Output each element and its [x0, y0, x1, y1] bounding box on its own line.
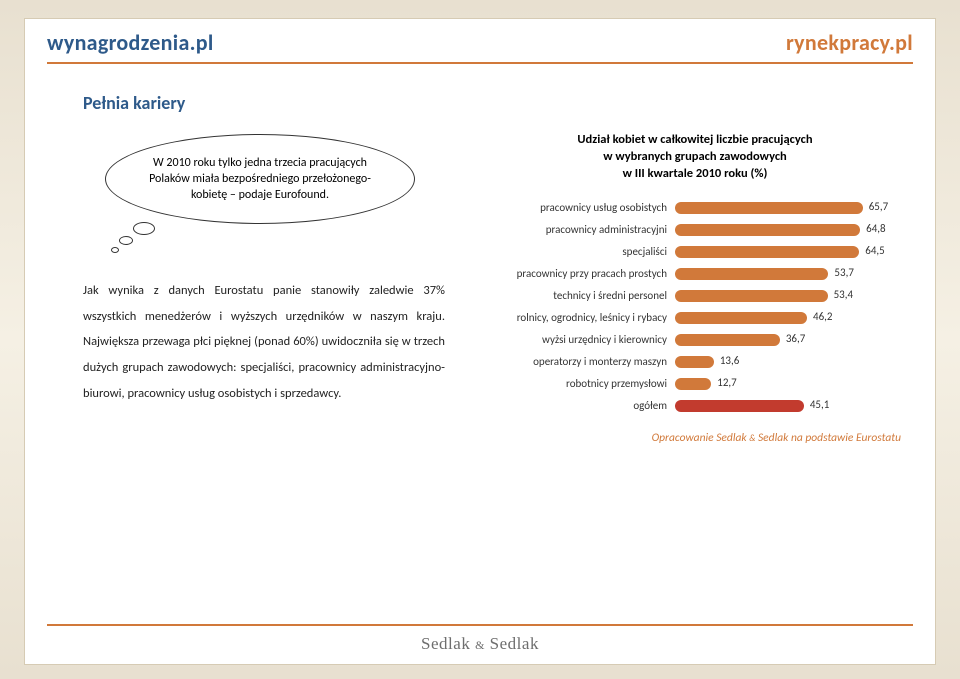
chart-value-label: 64,8	[866, 222, 885, 235]
chart-row: operatorzy i monterzy maszyn 13,6	[483, 351, 893, 373]
chart-bar	[675, 356, 714, 368]
chart-bar	[675, 268, 828, 280]
credit-text: Sedlak na podstawie Eurostatu	[755, 431, 901, 445]
chart-bar-cell: 64,8	[675, 223, 893, 237]
page-background: wynagrodzenia.pl rynekpracy.pl Pełnia ka…	[0, 0, 960, 679]
footer-brand: Sedlak & Sedlak	[421, 634, 539, 653]
credit-text: Opracowanie Sedlak	[652, 431, 750, 445]
thought-bubble-tail	[111, 247, 119, 253]
chart-row: ogółem 45,1	[483, 395, 893, 417]
chart-bar	[675, 312, 807, 324]
chart-row: technicy i średni personel 53,4	[483, 285, 893, 307]
thought-bubble: W 2010 roku tylko jedna trzecia pracując…	[105, 134, 415, 254]
chart-bar-cell: 53,7	[675, 267, 893, 281]
chart-row: robotnicy przemysłowi 12,7	[483, 373, 893, 395]
chart-bar	[675, 378, 711, 390]
chart-row: wyżsi urzędnicy i kierownicy 36,7	[483, 329, 893, 351]
chart-title-line: w III kwartale 2010 roku (%)	[623, 166, 768, 181]
left-column: W 2010 roku tylko jedna trzecia pracując…	[83, 128, 473, 445]
chart-row-label: rolnicy, ogrodnicy, leśnicy i rybacy	[483, 312, 675, 324]
chart-row: pracownicy usług osobistych 65,7	[483, 197, 893, 219]
chart-bar	[675, 290, 828, 302]
chart-row-label: pracownicy administracyjni	[483, 224, 675, 236]
chart-value-label: 45,1	[810, 398, 829, 411]
brand-left: wynagrodzenia.pl	[47, 29, 214, 56]
brand-right: rynekpracy.pl	[786, 29, 913, 56]
footer-brand-right: Sedlak	[490, 634, 539, 653]
content: W 2010 roku tylko jedna trzecia pracując…	[25, 114, 935, 445]
chart-bar-cell: 36,7	[675, 333, 893, 347]
chart-credit: Opracowanie Sedlak & Sedlak na podstawie…	[483, 431, 907, 445]
chart-value-label: 36,7	[786, 332, 805, 345]
chart-row-label: robotnicy przemysłowi	[483, 378, 675, 390]
chart-row: specjaliści 64,5	[483, 241, 893, 263]
chart-bar	[675, 224, 860, 236]
chart-title-line: Udział kobiet w całkowitej liczbie pracu…	[577, 132, 812, 147]
chart-bar-cell: 13,6	[675, 355, 893, 369]
chart-row: pracownicy administracyjni 64,8	[483, 219, 893, 241]
chart-value-label: 13,6	[720, 354, 739, 367]
thought-bubble-tail	[133, 222, 155, 235]
footer-brand-left: Sedlak	[421, 634, 470, 653]
chart-value-label: 46,2	[813, 310, 832, 323]
chart-row: pracownicy przy pracach prostych 53,7	[483, 263, 893, 285]
thought-bubble-text: W 2010 roku tylko jedna trzecia pracując…	[140, 155, 380, 204]
footer-amp: &	[475, 638, 485, 652]
chart-value-label: 64,5	[865, 244, 884, 257]
footer: Sedlak & Sedlak	[47, 624, 913, 664]
thought-bubble-tail	[119, 236, 133, 245]
chart-bar	[675, 202, 863, 214]
thought-bubble-body: W 2010 roku tylko jedna trzecia pracując…	[105, 134, 415, 224]
chart-row-label: technicy i średni personel	[483, 290, 675, 302]
chart-bar	[675, 334, 780, 346]
chart-bar	[675, 400, 804, 412]
chart-value-label: 65,7	[869, 200, 888, 213]
chart-row-label: operatorzy i monterzy maszyn	[483, 356, 675, 368]
chart-bar-cell: 12,7	[675, 377, 893, 391]
chart-row-label: specjaliści	[483, 246, 675, 258]
chart-bar	[675, 246, 859, 258]
right-column: Udział kobiet w całkowitej liczbie pracu…	[473, 128, 907, 445]
chart-title-line: w wybranych grupach zawodowych	[603, 149, 787, 164]
chart-bar-cell: 53,4	[675, 289, 893, 303]
chart-value-label: 53,4	[834, 288, 853, 301]
bar-chart: pracownicy usług osobistych65,7pracownic…	[483, 197, 893, 417]
chart-value-label: 12,7	[717, 376, 736, 389]
chart-bar-cell: 65,7	[675, 201, 893, 215]
chart-row-label: wyżsi urzędnicy i kierownicy	[483, 334, 675, 346]
page-title: Pełnia kariery	[25, 64, 935, 114]
chart-bar-cell: 64,5	[675, 245, 893, 259]
chart-bar-cell: 46,2	[675, 311, 893, 325]
header: wynagrodzenia.pl rynekpracy.pl	[25, 19, 935, 60]
chart-row-label: pracownicy usług osobistych	[483, 202, 675, 214]
chart-row-label: pracownicy przy pracach prostych	[483, 268, 675, 280]
page-card: wynagrodzenia.pl rynekpracy.pl Pełnia ka…	[24, 18, 936, 665]
chart-value-label: 53,7	[834, 266, 853, 279]
chart-row: rolnicy, ogrodnicy, leśnicy i rybacy 46,2	[483, 307, 893, 329]
chart-bar-cell: 45,1	[675, 399, 893, 413]
body-paragraph: Jak wynika z danych Eurostatu panie stan…	[83, 278, 445, 406]
chart-row-label: ogółem	[483, 400, 675, 412]
chart-title: Udział kobiet w całkowitej liczbie pracu…	[483, 132, 907, 183]
